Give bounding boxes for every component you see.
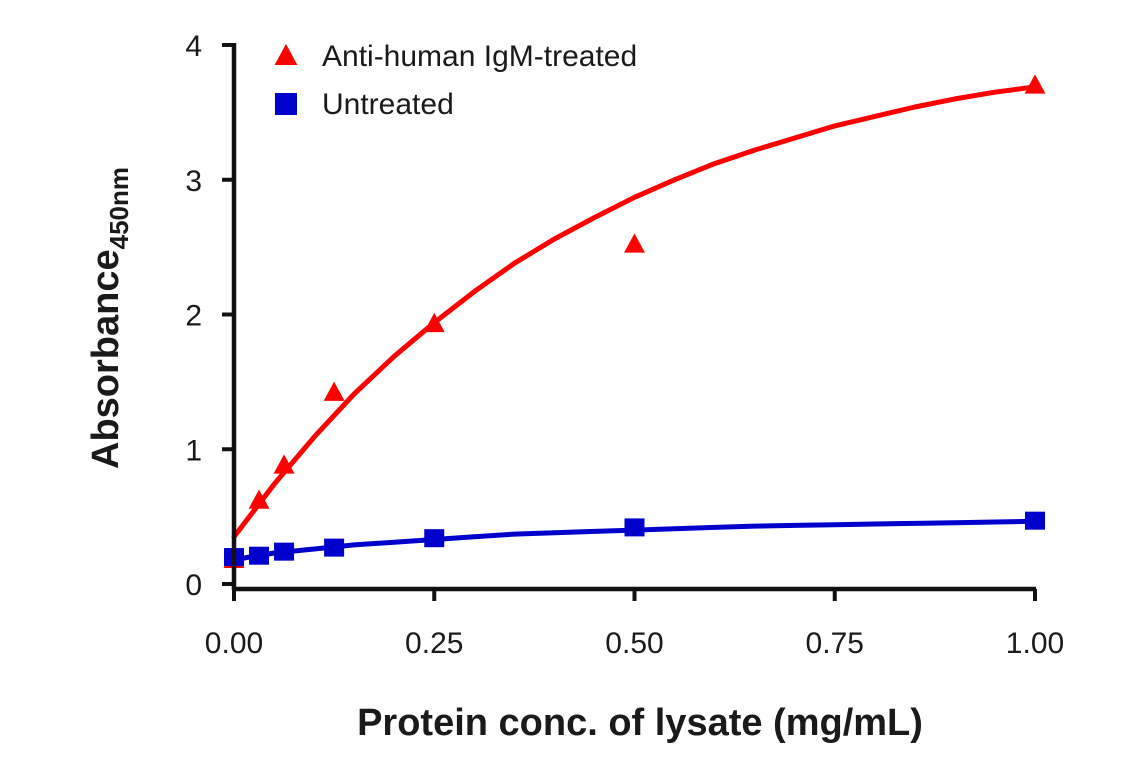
plot-area bbox=[223, 74, 1046, 568]
y-tick-label: 3 bbox=[185, 165, 202, 198]
data-point-series-2 bbox=[624, 518, 645, 537]
data-point-series-1 bbox=[624, 233, 645, 253]
data-point-series-1 bbox=[248, 489, 270, 509]
data-point-series-2 bbox=[324, 538, 345, 557]
data-point-series-1 bbox=[1024, 74, 1046, 94]
legend: Anti-human IgM-treated Untreated bbox=[274, 40, 637, 121]
y-axis-title-main: Absorbance bbox=[85, 249, 127, 469]
data-point-series-2 bbox=[424, 529, 445, 548]
data-point-series-1 bbox=[323, 381, 345, 401]
x-tick-label: 1.00 bbox=[1006, 627, 1064, 660]
legend-label-series-2: Untreated bbox=[322, 88, 454, 121]
y-tick-label: 1 bbox=[185, 434, 202, 467]
legend-label-series-1: Anti-human IgM-treated bbox=[322, 40, 637, 73]
fit-curve-series-1 bbox=[231, 84, 1038, 540]
ticks: 0 1 2 3 4 0.00 0.25 0.50 0.75 1.00 bbox=[185, 30, 1064, 660]
data-point-series-2 bbox=[249, 546, 270, 565]
x-axis-title: Protein conc. of lysate (mg/mL) bbox=[357, 702, 923, 744]
data-point-series-1 bbox=[273, 454, 295, 474]
x-tick-label: 0.25 bbox=[405, 627, 463, 660]
x-tick-label: 0.00 bbox=[205, 627, 263, 660]
y-tick-label: 4 bbox=[185, 30, 202, 63]
y-axis-title: Absorbance450nm bbox=[85, 167, 134, 469]
y-axis-title-subscript: 450nm bbox=[104, 167, 134, 249]
data-point-series-2 bbox=[274, 542, 295, 561]
y-tick-label: 0 bbox=[185, 569, 202, 602]
x-tick-label: 0.50 bbox=[605, 627, 663, 660]
x-tick-label: 0.75 bbox=[806, 627, 864, 660]
axes bbox=[231, 43, 1036, 592]
y-tick-label: 2 bbox=[185, 300, 202, 333]
data-point-series-1 bbox=[423, 312, 445, 333]
legend-marker-series-2 bbox=[275, 93, 297, 115]
data-point-series-2 bbox=[1025, 511, 1045, 530]
legend-marker-series-1 bbox=[274, 44, 298, 65]
